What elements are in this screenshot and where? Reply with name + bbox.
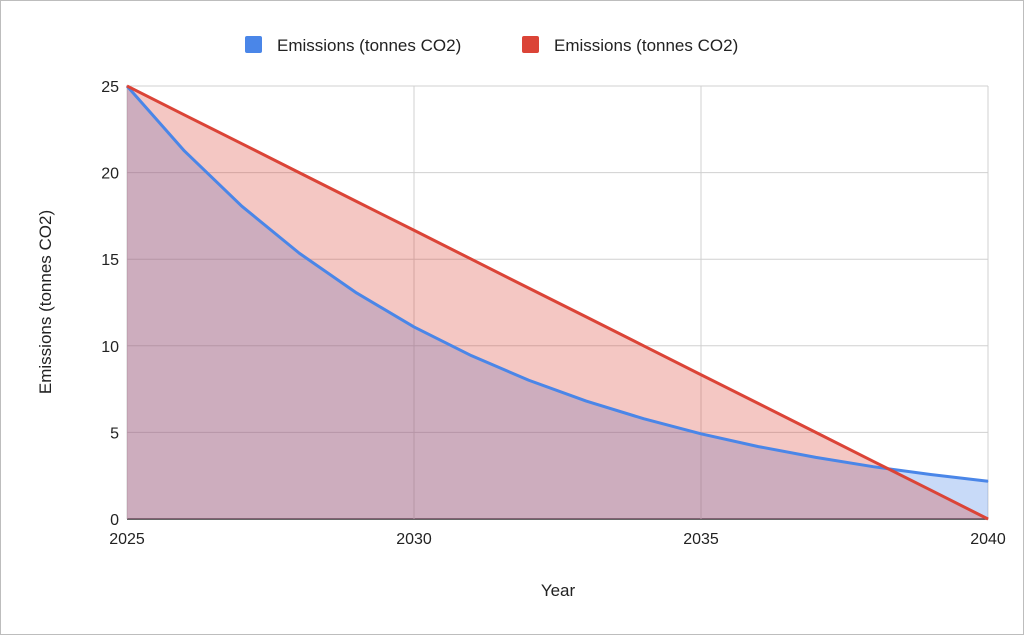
data-point [528,287,530,289]
data-point [126,85,128,87]
x-tick-label: 2035 [683,531,719,548]
data-point [585,400,587,402]
data-point [470,355,472,357]
data-point [872,460,874,462]
data-point [700,374,702,376]
legend-swatch-1 [522,36,539,53]
data-point [930,473,932,475]
y-tick-label: 0 [110,512,119,529]
data-point [815,456,817,458]
gridlines [126,85,989,520]
data-point [757,446,759,448]
data-point [298,172,300,174]
series-area-0 [127,86,988,519]
legend-label-1[interactable]: Emissions (tonnes CO2) [554,36,738,55]
y-tick-label: 10 [101,339,119,356]
y-tick-label: 20 [101,166,119,183]
data-point [585,316,587,318]
data-point [987,480,989,482]
legend: Emissions (tonnes CO2) Emissions (tonnes … [245,36,738,55]
series-lines [125,84,989,521]
series-line-0 [125,85,989,483]
data-point [815,431,817,433]
data-point [241,143,243,145]
legend-label-0[interactable]: Emissions (tonnes CO2) [277,36,461,55]
y-tick-label: 15 [101,252,119,269]
data-point [700,433,702,435]
data-point [872,466,874,468]
data-point [413,229,415,231]
data-point [470,258,472,260]
data-point [643,345,645,347]
data-point [356,292,358,294]
x-axis-label: Year [541,581,576,600]
data-point [528,379,530,381]
y-axis-label: Emissions (tonnes CO2) [36,210,55,394]
x-tick-label: 2025 [109,531,145,548]
x-tick-label: 2040 [970,531,1006,548]
data-point [930,489,932,491]
data-point [757,402,759,404]
y-tick-label: 25 [101,79,119,96]
data-point [356,201,358,203]
data-point [241,205,243,207]
series-line-1 [126,84,989,521]
data-point [413,326,415,328]
data-point [298,252,300,254]
data-point [183,150,185,152]
y-tick-label: 5 [110,425,119,442]
legend-swatch-0 [245,36,262,53]
data-point [183,114,185,116]
data-point [987,518,989,520]
x-tick-label: 2030 [396,531,432,548]
data-point [643,418,645,420]
